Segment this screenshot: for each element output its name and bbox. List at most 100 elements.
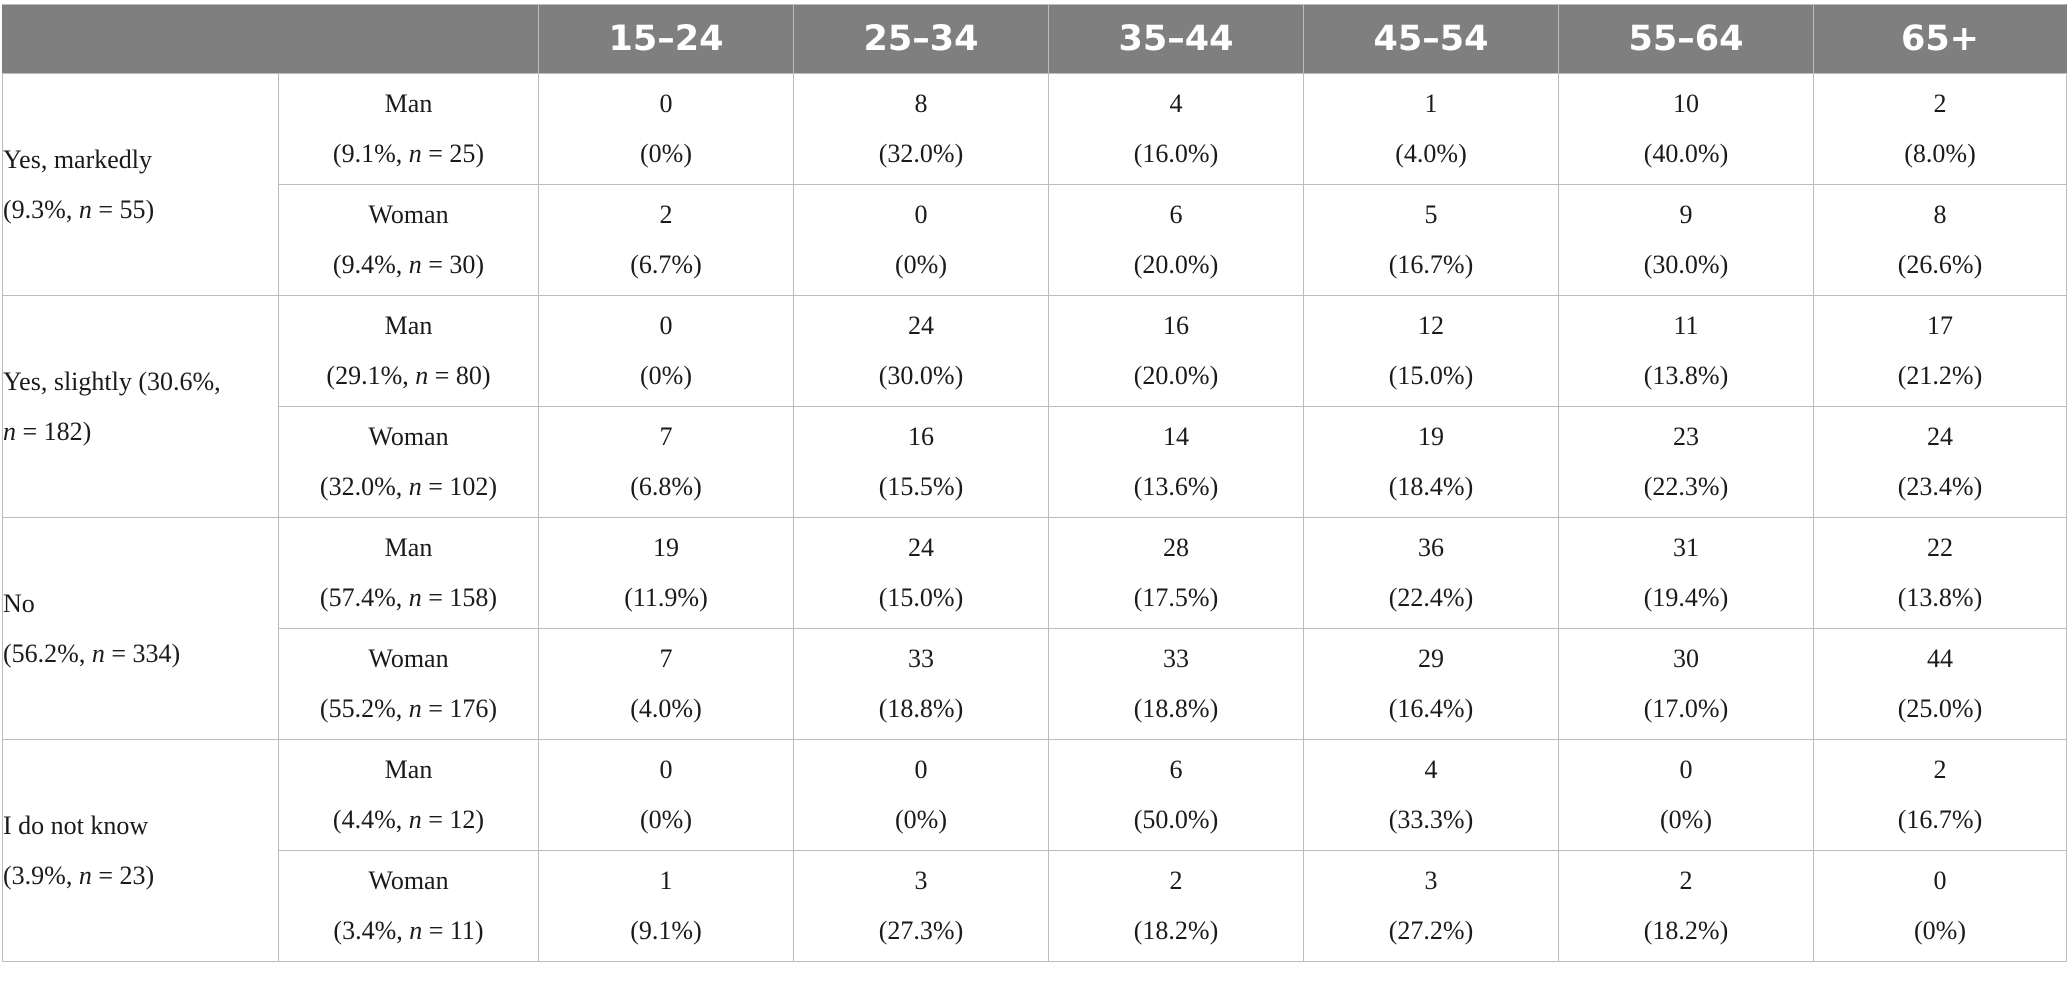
gender-label: Woman	[368, 866, 449, 895]
cell-percent: (20.0%)	[1133, 250, 1219, 279]
data-cell: 24 (15.0%)	[793, 517, 1049, 629]
response-stat-suffix: = 182)	[16, 416, 92, 446]
gender-stat-n: n	[408, 139, 422, 168]
gender-stat-n: n	[408, 805, 422, 834]
data-cell: 16 (20.0%)	[1048, 295, 1304, 407]
cell-percent: (20.0%)	[1133, 361, 1219, 390]
data-cell: 3 (27.2%)	[1303, 850, 1559, 962]
response-stat-prefix: (9.3%,	[3, 194, 79, 224]
cell-percent: (13.8%)	[1897, 583, 1983, 612]
cell-percent: (15.0%)	[878, 583, 964, 612]
response-stat-suffix: = 23)	[91, 860, 155, 890]
cell-count: 17	[1927, 311, 1953, 340]
data-cell: 11 (13.8%)	[1558, 295, 1814, 407]
cell-count: 3	[914, 866, 928, 895]
header-age-55-64: 55–64	[1558, 4, 1814, 74]
data-cell: 19 (18.4%)	[1303, 406, 1559, 518]
cell-percent: (30.0%)	[878, 361, 964, 390]
response-category-cell: Yes, slightly (30.6%, n = 182)	[2, 295, 279, 518]
cell-count: 0	[1679, 755, 1693, 784]
data-cell: 3 (27.3%)	[793, 850, 1049, 962]
data-cell: 6 (50.0%)	[1048, 739, 1304, 851]
cell-percent: (17.0%)	[1643, 694, 1729, 723]
gender-cell: Woman (32.0%, n = 102)	[278, 406, 539, 518]
cell-count: 24	[908, 311, 934, 340]
data-cell: 29 (16.4%)	[1303, 628, 1559, 740]
cell-percent: (22.4%)	[1388, 583, 1474, 612]
cell-percent: (4.0%)	[1395, 139, 1467, 168]
gender-cell: Man (9.1%, n = 25)	[278, 73, 539, 185]
data-cell: 6 (20.0%)	[1048, 184, 1304, 296]
cell-count: 33	[1163, 644, 1189, 673]
data-cell: 17 (21.2%)	[1813, 295, 2067, 407]
cell-percent: (27.3%)	[878, 916, 964, 945]
cell-percent: (23.4%)	[1897, 472, 1983, 501]
gender-stat-prefix: (9.1%,	[332, 139, 409, 168]
header-age-15-24: 15–24	[538, 4, 794, 74]
data-cell: 36 (22.4%)	[1303, 517, 1559, 629]
response-stat: (3.9%, n = 23)	[3, 851, 278, 901]
data-cell: 19 (11.9%)	[538, 517, 794, 629]
cell-percent: (16.4%)	[1388, 694, 1474, 723]
data-cell: 14 (13.6%)	[1048, 406, 1304, 518]
data-cell: 0 (0%)	[538, 73, 794, 185]
cell-count: 6	[1169, 755, 1183, 784]
data-cell: 0 (0%)	[538, 739, 794, 851]
table-row: Yes, markedly (9.3%, n = 55) Man (9.1%, n =…	[2, 73, 2067, 296]
data-cell: 16 (15.5%)	[793, 406, 1049, 518]
table-row: Woman (3.4%, n = 11) 1 (9.1%) 3 (27.3%) 2 (18.2…	[3, 850, 2067, 962]
response-category-cell: No (56.2%, n = 334)	[2, 517, 279, 740]
gender-cell: Woman (9.4%, n = 30)	[278, 184, 539, 296]
gender-stat-prefix: (55.2%,	[319, 694, 409, 723]
response-stat-suffix: = 55)	[91, 194, 155, 224]
gender-cell: Man (57.4%, n = 158)	[278, 517, 539, 629]
data-cell: 1 (4.0%)	[1303, 73, 1559, 185]
data-cell: 0 (0%)	[1558, 739, 1814, 851]
cell-count: 16	[908, 422, 934, 451]
gender-cell: Man (29.1%, n = 80)	[278, 295, 539, 407]
table-row: I do not know (3.9%, n = 23) Man (4.4%, n =…	[2, 739, 2067, 962]
cell-count: 2	[1679, 866, 1693, 895]
cell-count: 14	[1163, 422, 1189, 451]
gender-label: Man	[384, 755, 433, 784]
cell-count: 5	[1424, 200, 1438, 229]
gender-stat-suffix: = 30)	[421, 250, 485, 279]
cell-count: 3	[1424, 866, 1438, 895]
data-cell: 7 (6.8%)	[538, 406, 794, 518]
cell-percent: (13.6%)	[1133, 472, 1219, 501]
cell-percent: (21.2%)	[1897, 361, 1983, 390]
gender-stat: (29.1%, n = 80)	[279, 351, 538, 401]
data-cell: 0 (0%)	[793, 739, 1049, 851]
cell-count: 0	[914, 200, 928, 229]
response-label: No	[3, 588, 35, 618]
cell-count: 2	[1169, 866, 1183, 895]
cell-percent: (18.2%)	[1643, 916, 1729, 945]
cell-percent: (50.0%)	[1133, 805, 1219, 834]
cell-count: 28	[1163, 533, 1189, 562]
cell-count: 23	[1673, 422, 1699, 451]
gender-stat-suffix: = 102)	[421, 472, 498, 501]
cell-count: 24	[908, 533, 934, 562]
data-cell: 4 (33.3%)	[1303, 739, 1559, 851]
cell-count: 19	[1418, 422, 1444, 451]
response-label: I do not know	[3, 810, 149, 840]
gender-label: Woman	[368, 644, 449, 673]
cell-count: 22	[1927, 533, 1953, 562]
response-stat: n = 182)	[3, 407, 278, 457]
response-label: Yes, markedly	[3, 144, 153, 174]
gender-label: Man	[384, 533, 433, 562]
header-age-25-34: 25–34	[793, 4, 1049, 74]
data-cell: 28 (17.5%)	[1048, 517, 1304, 629]
cell-count: 19	[653, 533, 679, 562]
response-stat-prefix: (3.9%,	[3, 860, 79, 890]
cell-count: 1	[1424, 89, 1438, 118]
gender-stat-suffix: = 158)	[421, 583, 498, 612]
gender-stat-suffix: = 176)	[421, 694, 498, 723]
data-cell: 2 (18.2%)	[1048, 850, 1304, 962]
cell-count: 0	[659, 755, 673, 784]
cell-percent: (11.9%)	[624, 583, 708, 612]
data-table: 15–24 25–34 35–44 45–54 55–64 65+ Yes, m…	[2, 4, 2067, 962]
gender-stat-n: n	[409, 916, 423, 945]
data-cell: 9 (30.0%)	[1558, 184, 1814, 296]
gender-label: Woman	[368, 422, 449, 451]
